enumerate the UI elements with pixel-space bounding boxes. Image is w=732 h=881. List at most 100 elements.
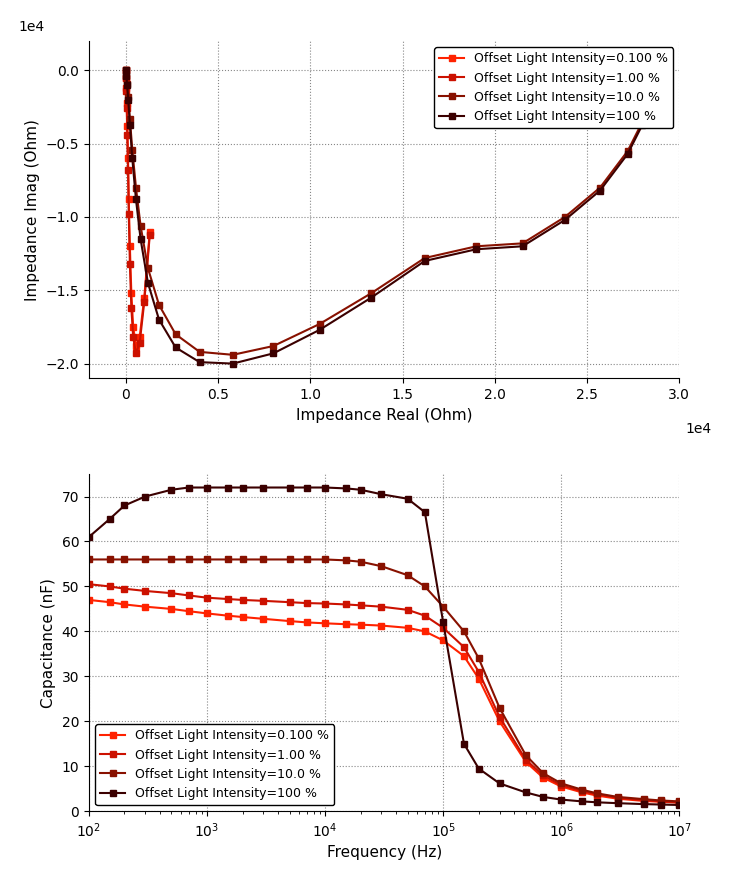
Offset Light Intensity=10.0 % xyxy=(367,288,376,299)
Offset Light Intensity=10.0 % xyxy=(356,557,365,567)
Offset Light Intensity=100 % xyxy=(342,483,351,493)
Offset Light Intensity=100 % xyxy=(472,244,481,255)
Offset Light Intensity=10.0 % xyxy=(321,554,329,565)
Offset Light Intensity=10.0 % xyxy=(342,555,351,566)
Offset Light Intensity=100 % xyxy=(557,795,566,805)
Offset Light Intensity=0.100 % xyxy=(203,608,212,618)
Offset Light Intensity=10.0 % xyxy=(223,554,232,565)
X-axis label: Impedance Real (Ohm): Impedance Real (Ohm) xyxy=(296,408,472,423)
Offset Light Intensity=0.100 % xyxy=(438,635,447,646)
Offset Light Intensity=100 % xyxy=(640,799,649,810)
Offset Light Intensity=0.100 % xyxy=(613,794,622,804)
Offset Light Intensity=10.0 % xyxy=(122,65,130,76)
Offset Light Intensity=1.00 % xyxy=(474,667,483,677)
Offset Light Intensity=0.100 % xyxy=(474,673,483,684)
Offset Light Intensity=10.0 % xyxy=(495,702,504,713)
Offset Light Intensity=0.100 % xyxy=(125,241,134,252)
Offset Light Intensity=1.00 % xyxy=(203,592,212,603)
Line: Offset Light Intensity=10.0 %: Offset Light Intensity=10.0 % xyxy=(122,67,646,359)
Offset Light Intensity=10.0 % xyxy=(203,554,212,565)
Offset Light Intensity=10.0 % xyxy=(167,554,176,565)
Offset Light Intensity=1.00 % xyxy=(124,165,132,175)
Offset Light Intensity=10.0 % xyxy=(259,554,268,565)
Offset Light Intensity=10.0 % xyxy=(640,794,649,804)
Offset Light Intensity=1.00 % xyxy=(321,598,329,609)
Offset Light Intensity=1.00 % xyxy=(129,332,138,343)
Offset Light Intensity=10.0 % xyxy=(136,220,145,231)
Offset Light Intensity=10.0 % xyxy=(122,70,131,81)
Offset Light Intensity=0.100 % xyxy=(403,623,412,633)
Offset Light Intensity=1.00 % xyxy=(438,623,447,633)
Offset Light Intensity=0.100 % xyxy=(120,599,129,610)
Y-axis label: Impedance Imag (Ohm): Impedance Imag (Ohm) xyxy=(25,119,40,300)
Offset Light Intensity=100 % xyxy=(228,359,237,369)
Offset Light Intensity=100 % xyxy=(285,482,294,492)
Offset Light Intensity=10.0 % xyxy=(638,116,647,127)
Offset Light Intensity=100 % xyxy=(539,792,548,803)
Offset Light Intensity=0.100 % xyxy=(238,611,247,622)
Offset Light Intensity=100 % xyxy=(561,215,569,226)
Offset Light Intensity=10.0 % xyxy=(420,253,429,263)
Offset Light Intensity=1.00 % xyxy=(302,598,311,609)
Offset Light Intensity=1.00 % xyxy=(539,770,548,781)
Text: 1e4: 1e4 xyxy=(18,20,44,34)
Offset Light Intensity=1.00 % xyxy=(223,594,232,604)
Offset Light Intensity=1.00 % xyxy=(578,786,586,796)
Offset Light Intensity=100 % xyxy=(238,482,247,492)
Offset Light Intensity=1.00 % xyxy=(521,754,530,765)
Offset Light Intensity=10.0 % xyxy=(105,554,114,565)
Offset Light Intensity=100 % xyxy=(624,149,632,159)
Offset Light Intensity=0.100 % xyxy=(259,613,268,624)
Offset Light Intensity=0.100 % xyxy=(122,97,131,107)
Offset Light Intensity=100 % xyxy=(302,482,311,492)
Text: 1e4: 1e4 xyxy=(685,422,712,436)
Offset Light Intensity=10.0 % xyxy=(474,653,483,663)
Offset Light Intensity=1.00 % xyxy=(146,229,154,240)
Offset Light Intensity=100 % xyxy=(377,489,386,500)
Offset Light Intensity=1.00 % xyxy=(495,712,504,722)
Offset Light Intensity=10.0 % xyxy=(657,796,665,806)
Offset Light Intensity=10.0 % xyxy=(521,750,530,760)
Offset Light Intensity=100 % xyxy=(675,800,684,811)
Offset Light Intensity=10.0 % xyxy=(377,561,386,572)
Offset Light Intensity=100 % xyxy=(259,482,268,492)
Offset Light Intensity=0.100 % xyxy=(132,341,141,352)
Offset Light Intensity=100 % xyxy=(518,241,527,252)
Offset Light Intensity=0.100 % xyxy=(122,83,131,93)
Offset Light Intensity=1.00 % xyxy=(377,602,386,612)
Offset Light Intensity=100 % xyxy=(143,278,152,288)
Offset Light Intensity=0.100 % xyxy=(592,790,601,801)
Offset Light Intensity=100 % xyxy=(613,798,622,809)
Offset Light Intensity=1.00 % xyxy=(592,788,601,799)
Offset Light Intensity=10.0 % xyxy=(84,554,93,565)
Offset Light Intensity=0.100 % xyxy=(578,787,586,797)
Offset Light Intensity=100 % xyxy=(321,482,329,492)
Offset Light Intensity=10.0 % xyxy=(184,554,193,565)
Offset Light Intensity=100 % xyxy=(269,348,278,359)
Offset Light Intensity=1.00 % xyxy=(132,348,141,359)
Offset Light Intensity=10.0 % xyxy=(561,211,569,222)
Offset Light Intensity=0.100 % xyxy=(124,153,132,164)
Offset Light Intensity=10.0 % xyxy=(518,238,527,248)
Offset Light Intensity=10.0 % xyxy=(154,300,163,310)
Offset Light Intensity=0.100 % xyxy=(141,602,149,612)
Offset Light Intensity=0.100 % xyxy=(223,611,232,621)
Offset Light Intensity=1.00 % xyxy=(105,581,114,592)
Offset Light Intensity=10.0 % xyxy=(132,182,141,193)
Offset Light Intensity=100 % xyxy=(460,738,468,749)
Offset Light Intensity=100 % xyxy=(195,357,204,367)
Offset Light Intensity=10.0 % xyxy=(269,341,278,352)
Offset Light Intensity=1.00 % xyxy=(120,583,129,594)
Legend: Offset Light Intensity=0.100 %, Offset Light Intensity=1.00 %, Offset Light Inte: Offset Light Intensity=0.100 %, Offset L… xyxy=(95,724,335,805)
Offset Light Intensity=0.100 % xyxy=(521,757,530,767)
Offset Light Intensity=1.00 % xyxy=(135,337,144,348)
Offset Light Intensity=10.0 % xyxy=(123,78,132,89)
Offset Light Intensity=100 % xyxy=(184,482,193,492)
Offset Light Intensity=100 % xyxy=(356,485,365,495)
Offset Light Intensity=1.00 % xyxy=(122,103,131,114)
Offset Light Intensity=0.100 % xyxy=(105,597,114,608)
Offset Light Intensity=10.0 % xyxy=(285,554,294,565)
Offset Light Intensity=0.100 % xyxy=(302,617,311,627)
Offset Light Intensity=10.0 % xyxy=(228,350,237,360)
Offset Light Intensity=0.100 % xyxy=(657,796,665,807)
